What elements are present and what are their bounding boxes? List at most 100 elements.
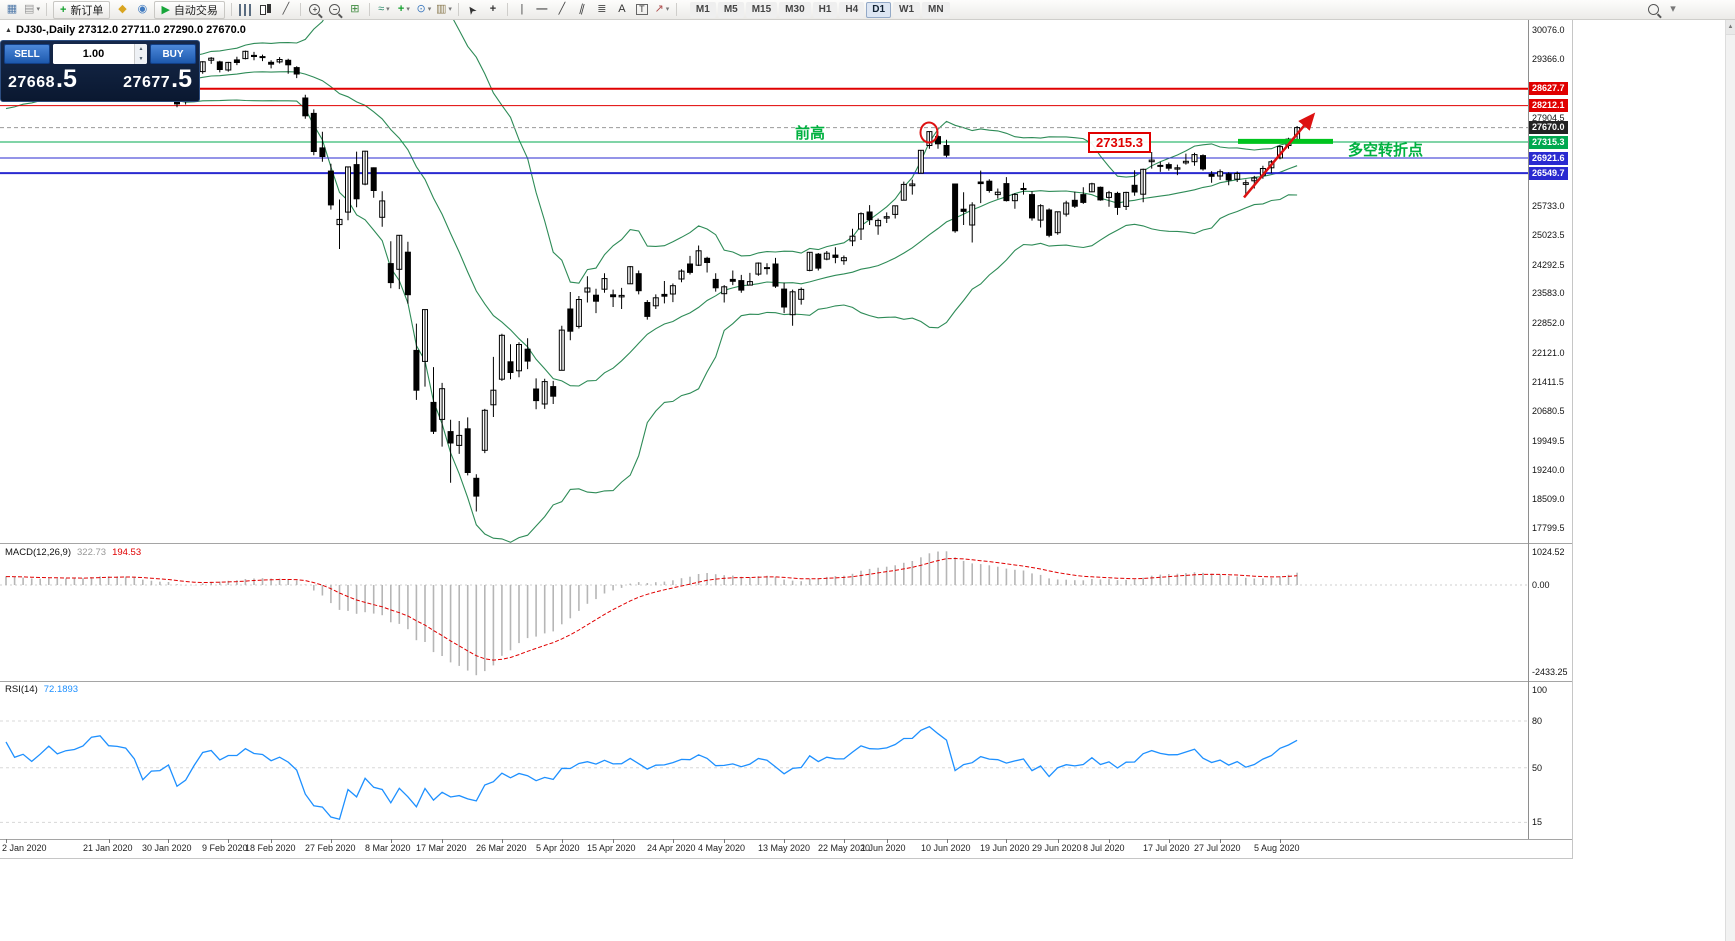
timeframe-mn[interactable]: MN xyxy=(922,1,950,18)
zoom-out-icon[interactable]: − xyxy=(326,2,344,18)
autotrading-button-label: 自动交易 xyxy=(173,4,218,17)
price-axis-label: 23583.0 xyxy=(1532,288,1565,299)
volume-up-button[interactable]: ▲ xyxy=(135,44,147,54)
timeframe-m30[interactable]: M30 xyxy=(779,1,811,18)
sell-price: 27668.5 xyxy=(8,65,77,93)
buy-button[interactable]: BUY xyxy=(150,44,196,64)
date-tick xyxy=(6,839,7,843)
chart-title: DJ30-,Daily 27312.0 27711.0 27290.0 2767… xyxy=(15,24,246,36)
date-label: 19 Jun 2020 xyxy=(980,843,1030,853)
date-axis-separator xyxy=(0,839,1572,840)
timeframe-d1[interactable]: D1 xyxy=(866,1,892,18)
date-label: 2 Jan 2020 xyxy=(2,843,47,853)
rsi-indicator-label: RSI(14) 72.1893 xyxy=(5,684,79,695)
date-label: 8 Mar 2020 xyxy=(365,843,411,853)
rsi-panel-canvas[interactable] xyxy=(0,682,1528,838)
chart-window-right-border xyxy=(1572,20,1573,859)
buy-price: 27677.5 xyxy=(123,65,192,93)
macd-indicator-label: MACD(12,26,9) 322.73 194.53 xyxy=(5,547,142,558)
chart-header: ▲ DJ30-,Daily 27312.0 27711.0 27290.0 27… xyxy=(5,24,246,36)
main-chart-layer xyxy=(0,0,1528,543)
timeframe-m15[interactable]: M15 xyxy=(745,1,778,18)
tile-windows-icon[interactable]: ⊞ xyxy=(350,3,360,15)
templates-icon[interactable]: ▥ ▾ xyxy=(435,3,452,15)
metaeditor-icon[interactable]: ◆ xyxy=(118,3,127,15)
text-icon[interactable]: A xyxy=(618,3,626,15)
zoom-in-icon[interactable]: + xyxy=(306,2,324,18)
date-label: 26 Mar 2020 xyxy=(476,843,527,853)
date-tick xyxy=(844,839,845,843)
timeframe-h1[interactable]: H1 xyxy=(812,1,838,18)
date-tick xyxy=(331,839,332,843)
sell-button[interactable]: SELL xyxy=(4,44,50,64)
timeframe-m1[interactable]: M1 xyxy=(689,1,716,18)
profiles-icon[interactable]: ▤ ▾ xyxy=(24,3,40,15)
volume-down-button[interactable]: ▼ xyxy=(135,54,147,64)
price-axis-label: 17799.5 xyxy=(1532,523,1565,534)
date-tick xyxy=(562,839,563,843)
date-tick xyxy=(168,839,169,843)
indicators-icon[interactable]: ≈ ▾ xyxy=(378,3,390,15)
timeframe-m5[interactable]: M5 xyxy=(717,1,744,18)
autotrading-button[interactable]: ▶ 自动交易 xyxy=(154,0,225,19)
price-tag: 26549.7 xyxy=(1529,166,1568,180)
search-icon[interactable] xyxy=(1644,2,1662,18)
date-tick xyxy=(1109,839,1110,843)
date-tick xyxy=(1280,839,1281,843)
date-label: 4 May 2020 xyxy=(698,843,746,853)
price-axis-label: 18509.0 xyxy=(1532,494,1565,505)
toolbar-separator xyxy=(675,3,677,16)
trendline-icon[interactable]: ╱ xyxy=(558,3,566,15)
channel-icon[interactable]: ∥ xyxy=(577,2,587,16)
marketwatch-icon[interactable]: ◉ xyxy=(137,3,148,15)
add-indicator-icon[interactable]: + ▾ xyxy=(397,3,410,15)
periods-icon[interactable]: ⊙ ▾ xyxy=(416,3,432,15)
bollinger-bands xyxy=(5,0,1298,543)
price-axis-label: 30076.0 xyxy=(1532,24,1565,35)
timeframe-w1[interactable]: W1 xyxy=(893,1,921,18)
date-label: 17 Mar 2020 xyxy=(416,843,467,853)
candles-layer xyxy=(3,50,1301,512)
date-label: 1 Jun 2020 xyxy=(861,843,906,853)
cursor-icon[interactable]: ➤ xyxy=(464,2,481,18)
vertical-scrollbar[interactable]: ▲ xyxy=(1725,20,1735,941)
scroll-up-icon[interactable]: ▲ xyxy=(1726,20,1735,35)
main-chart-canvas[interactable] xyxy=(0,0,1528,543)
rsi-scale-label: 100 xyxy=(1532,684,1548,695)
candlestick-chart-icon[interactable] xyxy=(257,2,275,18)
fibonacci-icon[interactable]: ≣ xyxy=(597,3,607,15)
timeframe-group: M1 M5 M15 M30 H1 H4 D1 W1 MN xyxy=(689,1,951,18)
arrows-icon[interactable]: ↗ ▾ xyxy=(654,3,670,15)
toolbar-separator xyxy=(368,3,370,16)
new-order-button[interactable]: + 新订单 xyxy=(53,0,111,19)
toolbar-more-icon[interactable]: ▾ xyxy=(1670,3,1676,15)
macd-scale-bottom: -2433.25 xyxy=(1532,667,1568,677)
horizontal-lines[interactable] xyxy=(0,87,1528,175)
vertical-line-icon[interactable]: | xyxy=(520,3,524,15)
horizontal-line-icon[interactable]: — xyxy=(536,3,548,15)
chevron-down-icon: ▾ xyxy=(406,6,410,13)
price-tag: 28212.1 xyxy=(1529,99,1568,113)
price-tag: 28627.7 xyxy=(1529,82,1568,96)
crosshair-icon[interactable]: + xyxy=(489,3,497,15)
price-axis-label: 25023.5 xyxy=(1532,230,1565,241)
oct-collapse-icon[interactable]: ▲ xyxy=(5,26,12,34)
macd-panel-canvas[interactable] xyxy=(0,545,1528,680)
toolbar-separator xyxy=(457,3,459,16)
annotation-turning-point: 多空转折点 xyxy=(1348,141,1424,159)
date-tick xyxy=(442,839,443,843)
line-chart-icon[interactable]: ╱ xyxy=(282,3,290,15)
date-tick xyxy=(887,839,888,843)
rsi-scale-label: 80 xyxy=(1532,716,1543,726)
text-label-icon[interactable]: T xyxy=(633,2,651,18)
panel-separator[interactable] xyxy=(0,681,1572,682)
panel-separator[interactable] xyxy=(0,543,1572,544)
timeframe-h4[interactable]: H4 xyxy=(839,1,865,18)
new-chart-icon[interactable]: ▦ xyxy=(6,3,18,15)
bar-chart-icon[interactable] xyxy=(237,2,255,18)
new-order-button-glyph: + xyxy=(60,3,67,16)
volume-input[interactable] xyxy=(53,44,134,64)
price-axis-label: 25733.0 xyxy=(1532,201,1565,212)
rsi-scale-label: 15 xyxy=(1532,817,1543,828)
